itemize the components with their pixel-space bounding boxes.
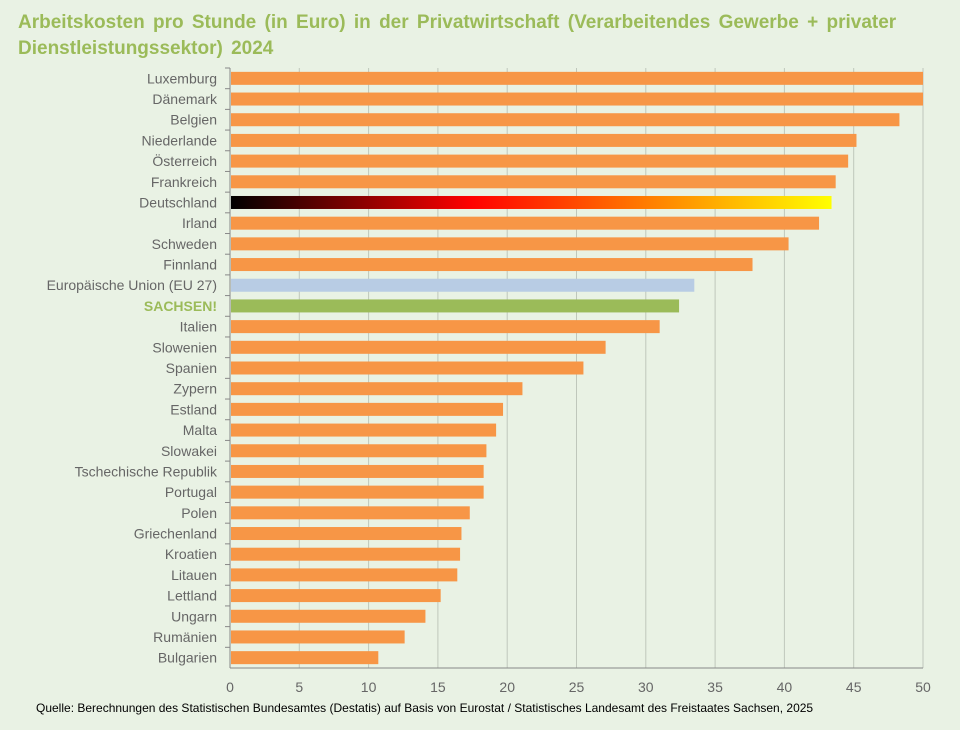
category-label: Litauen <box>171 567 217 583</box>
category-label: Bulgarien <box>158 650 217 666</box>
bar <box>231 547 461 561</box>
category-label: Polen <box>181 505 217 521</box>
x-tick-label: 35 <box>707 679 723 695</box>
bar <box>231 154 849 168</box>
category-label: Griechenland <box>134 526 217 542</box>
bar <box>231 113 900 127</box>
bar <box>231 651 379 665</box>
bar <box>231 589 441 603</box>
category-label: Irland <box>182 215 217 231</box>
category-label: Slowenien <box>152 339 217 355</box>
x-tick-label: 10 <box>361 679 377 695</box>
bar <box>231 485 484 499</box>
bar <box>231 237 789 251</box>
x-tick-label: 15 <box>430 679 446 695</box>
bar <box>231 402 504 416</box>
category-label: Deutschland <box>139 194 217 210</box>
bar <box>231 278 695 292</box>
bar <box>231 175 836 189</box>
x-tick-label: 20 <box>499 679 515 695</box>
bar <box>231 320 660 334</box>
x-tick-label: 40 <box>777 679 793 695</box>
category-label: Europäische Union (EU 27) <box>47 277 217 293</box>
category-label: SACHSEN! <box>144 298 217 314</box>
bar <box>231 568 458 582</box>
bar <box>231 299 680 313</box>
category-label: Österreich <box>152 152 217 169</box>
bar <box>231 92 923 106</box>
bar <box>231 630 405 644</box>
x-tick-label: 50 <box>915 679 931 695</box>
bar <box>231 71 923 85</box>
bar <box>231 506 470 520</box>
x-tick-label: 45 <box>846 679 862 695</box>
bar <box>231 382 523 396</box>
category-label: Portugal <box>165 484 217 500</box>
bar <box>231 527 462 541</box>
category-label: Frankreich <box>151 174 217 190</box>
category-label: Dänemark <box>152 91 218 107</box>
bar <box>231 340 606 354</box>
category-label: Schweden <box>152 236 217 252</box>
x-tick-label: 25 <box>569 679 585 695</box>
category-label: Ungarn <box>171 608 217 624</box>
bar <box>231 361 584 375</box>
category-label: Lettland <box>167 588 217 604</box>
bar <box>231 258 753 272</box>
source-note: Quelle: Berechnungen des Statistischen B… <box>36 701 814 715</box>
bar <box>231 195 832 209</box>
category-label: Belgien <box>170 112 217 128</box>
category-label: Zypern <box>173 381 217 397</box>
category-label: Rumänien <box>153 629 217 645</box>
bar <box>231 216 820 230</box>
category-label: Luxemburg <box>147 70 217 86</box>
category-label: Estland <box>170 401 217 417</box>
bar <box>231 133 857 147</box>
x-tick-label: 5 <box>295 679 303 695</box>
category-label: Finnland <box>163 257 217 273</box>
category-label: Tschechische Republik <box>75 463 218 479</box>
category-label: Italien <box>180 319 217 335</box>
x-tick-label: 0 <box>226 679 234 695</box>
category-label: Kroatien <box>165 546 217 562</box>
bar <box>231 464 484 478</box>
category-label: Slowakei <box>161 443 217 459</box>
x-tick-label: 30 <box>638 679 654 695</box>
category-label: Niederlande <box>142 132 218 148</box>
chart-title: Arbeitskosten pro Stunde (in Euro) in de… <box>18 12 897 59</box>
category-label: Spanien <box>166 360 217 376</box>
category-label: Malta <box>183 422 217 438</box>
bar <box>231 609 426 623</box>
bar <box>231 444 487 458</box>
bar <box>231 423 497 437</box>
